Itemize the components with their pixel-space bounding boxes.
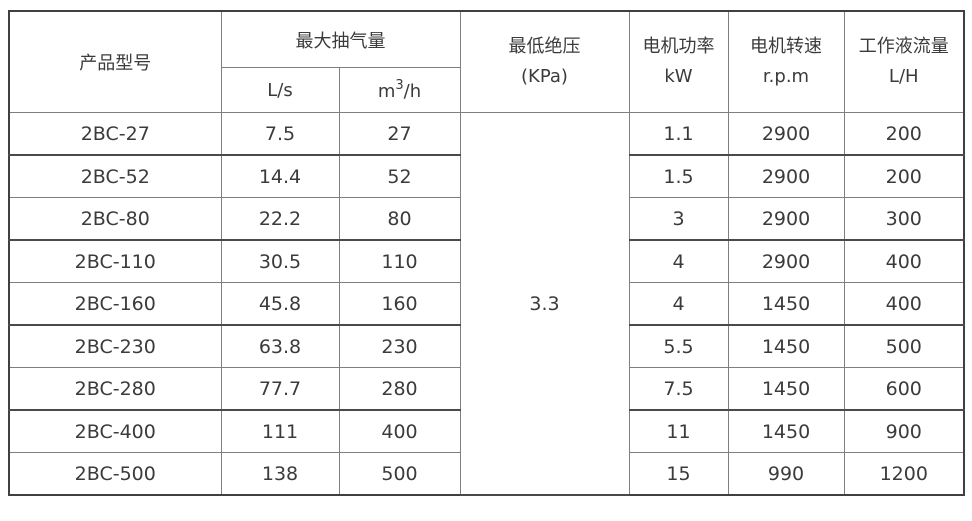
ls-cell: 63.8	[220, 324, 340, 368]
flow-cell: 400	[843, 239, 965, 283]
m3h-cell: 230	[338, 324, 461, 368]
ls-cell: 30.5	[220, 239, 340, 283]
model-cell: 2BC-80	[8, 197, 222, 241]
header-product-model-label: 产品型号	[79, 53, 152, 74]
table-row: 2BC-110 30.5 110 4 2900 400	[8, 239, 965, 283]
model-cell: 2BC-52	[8, 154, 222, 198]
model-cell: 2BC-400	[8, 409, 222, 453]
table-row: 2BC-500 138 500 15 990 1200	[8, 452, 965, 496]
header-motor-speed-unit: r.p.m	[762, 66, 810, 87]
power-cell: 1.1	[628, 112, 729, 156]
m3h-cell: 400	[338, 409, 461, 453]
power-cell: 1.5	[628, 154, 729, 198]
model-cell: 2BC-27	[8, 112, 222, 156]
header-min-pressure-title: 最低绝压	[508, 36, 581, 57]
flow-cell: 600	[843, 367, 965, 411]
speed-cell: 2900	[727, 239, 845, 283]
header-liquid-flow-title: 工作液流量	[858, 36, 949, 57]
header-max-pumping-label: 最大抽气量	[295, 30, 386, 52]
model-cell: 2BC-230	[8, 324, 222, 368]
header-min-pressure: 最低绝压 (KPa)	[459, 10, 630, 113]
m3h-cell: 500	[338, 452, 461, 496]
ls-cell: 22.2	[220, 197, 340, 241]
ls-cell: 77.7	[220, 367, 340, 411]
header-unit-ls: L/s	[220, 67, 340, 113]
speed-cell: 2900	[727, 154, 845, 198]
ls-cell: 7.5	[220, 112, 340, 156]
m3h-cell: 80	[338, 197, 461, 241]
header-unit-m3h-sup: 3	[395, 77, 404, 93]
header-liquid-flow-unit: L/H	[888, 66, 919, 87]
m3h-cell: 280	[338, 367, 461, 411]
table-row: 2BC-160 45.8 160 4 1450 400	[8, 282, 965, 326]
flow-cell: 200	[843, 112, 965, 156]
speed-cell: 1450	[727, 282, 845, 326]
header-motor-speed: 电机转速 r.p.m	[727, 10, 845, 113]
header-motor-power-unit: kW	[664, 66, 693, 87]
min-pressure-cell: 3.3	[459, 112, 630, 496]
m3h-cell: 52	[338, 154, 461, 198]
header-row-1: 产品型号 最大抽气量 最低绝压 (KPa) 电机功率 kW 电机转速 r.p.m…	[8, 10, 965, 113]
flow-cell: 200	[843, 154, 965, 198]
m3h-cell: 160	[338, 282, 461, 326]
header-motor-power: 电机功率 kW	[628, 10, 729, 113]
speed-cell: 2900	[727, 197, 845, 241]
flow-cell: 300	[843, 197, 965, 241]
header-max-pumping: 最大抽气量	[220, 10, 461, 68]
header-min-pressure-unit: (KPa)	[521, 66, 568, 87]
header-unit-m3h: m3/h	[338, 67, 461, 113]
power-cell: 3	[628, 197, 729, 241]
header-unit-m3h-base: m	[377, 80, 396, 102]
ls-cell: 138	[220, 452, 340, 496]
table-row: 2BC-280 77.7 280 7.5 1450 600	[8, 367, 965, 411]
ls-cell: 111	[220, 409, 340, 453]
flow-cell: 400	[843, 282, 965, 326]
header-motor-power-title: 电机功率	[642, 36, 715, 57]
table-row: 2BC-27 7.5 27 3.3 1.1 2900 200	[8, 112, 965, 496]
flow-cell: 500	[843, 324, 965, 368]
power-cell: 15	[628, 452, 729, 496]
table-row: 2BC-230 63.8 230 5.5 1450 500	[8, 324, 965, 368]
header-unit-m3h-rest: /h	[403, 80, 422, 102]
m3h-cell: 110	[338, 239, 461, 283]
speed-cell: 990	[727, 452, 845, 496]
header-product-model: 产品型号	[8, 10, 222, 113]
table-row: 2BC-400 111 400 11 1450 900	[8, 409, 965, 453]
header-motor-speed-title: 电机转速	[750, 36, 822, 57]
speed-cell: 1450	[727, 367, 845, 411]
header-liquid-flow: 工作液流量 L/H	[843, 10, 965, 113]
speed-cell: 1450	[727, 409, 845, 453]
m3h-cell: 27	[338, 112, 461, 156]
speed-cell: 1450	[727, 324, 845, 368]
power-cell: 5.5	[628, 324, 729, 368]
ls-cell: 45.8	[220, 282, 340, 326]
ls-cell: 14.4	[220, 154, 340, 198]
model-cell: 2BC-160	[8, 282, 222, 326]
model-cell: 2BC-280	[8, 367, 222, 411]
speed-cell: 2900	[727, 112, 845, 156]
power-cell: 4	[628, 282, 729, 326]
header-unit-ls-label: L/s	[267, 79, 293, 101]
model-cell: 2BC-500	[8, 452, 222, 496]
power-cell: 4	[628, 239, 729, 283]
header-row-2: L/s m3/h	[9, 67, 964, 113]
model-cell: 2BC-110	[8, 239, 222, 283]
power-cell: 7.5	[628, 367, 729, 411]
power-cell: 11	[628, 409, 729, 453]
flow-cell: 1200	[843, 452, 965, 496]
table-row: 2BC-80 22.2 80 3 2900 300	[8, 197, 965, 241]
pump-specs-table: 产品型号 最大抽气量 最低绝压 (KPa) 电机功率 kW 电机转速 r.p.m…	[8, 10, 965, 496]
flow-cell: 900	[843, 409, 965, 453]
